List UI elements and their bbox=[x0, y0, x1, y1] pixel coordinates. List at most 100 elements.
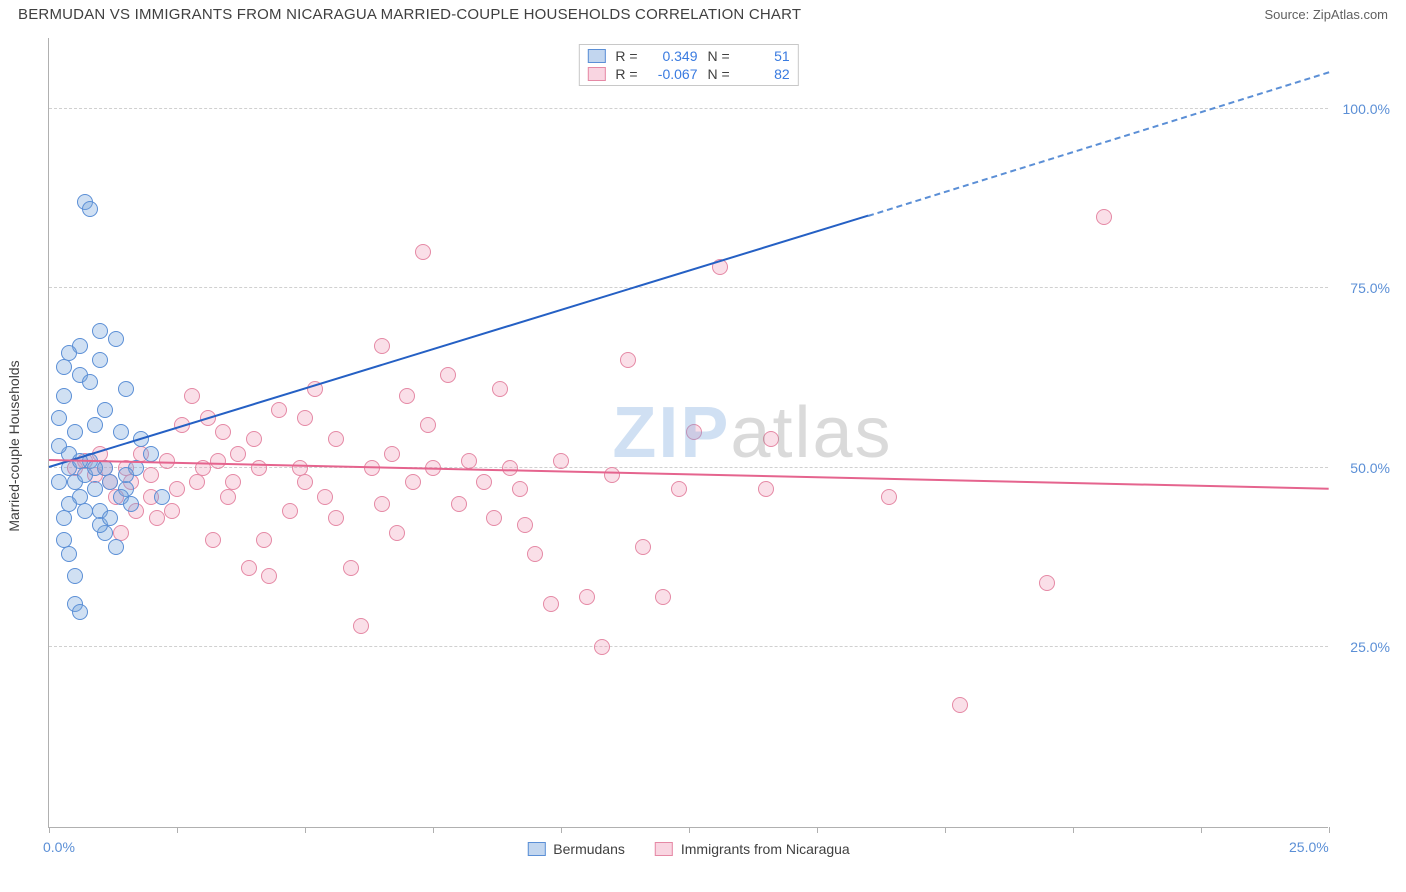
data-point bbox=[61, 345, 77, 361]
series-legend-item-a: Bermudans bbox=[527, 841, 625, 857]
data-point bbox=[881, 489, 897, 505]
swatch-nicaragua-icon bbox=[587, 67, 605, 81]
chart-title: BERMUDAN VS IMMIGRANTS FROM NICARAGUA MA… bbox=[18, 6, 801, 23]
x-tick-mark bbox=[689, 827, 690, 833]
x-tick-mark bbox=[945, 827, 946, 833]
x-tick-mark bbox=[561, 827, 562, 833]
data-point bbox=[374, 496, 390, 512]
n-value-b: 82 bbox=[740, 66, 790, 82]
y-axis-label: Married-couple Households bbox=[6, 360, 22, 531]
data-point bbox=[56, 510, 72, 526]
data-point bbox=[241, 560, 257, 576]
data-point bbox=[220, 489, 236, 505]
data-point bbox=[118, 381, 134, 397]
data-point bbox=[108, 539, 124, 555]
data-point bbox=[82, 201, 98, 217]
gridline bbox=[49, 646, 1328, 647]
watermark-atlas: atlas bbox=[730, 393, 892, 473]
data-point bbox=[374, 338, 390, 354]
gridline bbox=[49, 287, 1328, 288]
data-point bbox=[72, 604, 88, 620]
x-tick-mark bbox=[49, 827, 50, 833]
data-point bbox=[61, 496, 77, 512]
data-point bbox=[579, 589, 595, 605]
gridline bbox=[49, 467, 1328, 468]
data-point bbox=[297, 410, 313, 426]
x-tick-mark bbox=[177, 827, 178, 833]
data-point bbox=[102, 474, 118, 490]
data-point bbox=[461, 453, 477, 469]
data-point bbox=[149, 510, 165, 526]
data-point bbox=[256, 532, 272, 548]
data-point bbox=[118, 467, 134, 483]
data-point bbox=[405, 474, 421, 490]
y-tick-label: 75.0% bbox=[1350, 280, 1390, 296]
data-point bbox=[1039, 575, 1055, 591]
data-point bbox=[143, 467, 159, 483]
data-point bbox=[328, 510, 344, 526]
series-legend: Bermudans Immigrants from Nicaragua bbox=[527, 841, 849, 857]
data-point bbox=[671, 481, 687, 497]
r-label: R = bbox=[615, 66, 637, 82]
watermark: ZIPatlas bbox=[612, 392, 892, 474]
data-point bbox=[512, 481, 528, 497]
data-point bbox=[517, 517, 533, 533]
series-b-name: Immigrants from Nicaragua bbox=[681, 841, 850, 857]
data-point bbox=[184, 388, 200, 404]
data-point bbox=[758, 481, 774, 497]
data-point bbox=[246, 431, 262, 447]
data-point bbox=[169, 481, 185, 497]
x-tick-mark bbox=[1201, 827, 1202, 833]
trendline-a-dashed bbox=[868, 71, 1329, 217]
data-point bbox=[451, 496, 467, 512]
data-point bbox=[87, 481, 103, 497]
data-point bbox=[440, 367, 456, 383]
data-point bbox=[282, 503, 298, 519]
data-point bbox=[210, 453, 226, 469]
y-tick-label: 50.0% bbox=[1350, 460, 1390, 476]
data-point bbox=[215, 424, 231, 440]
data-point bbox=[952, 697, 968, 713]
data-point bbox=[655, 589, 671, 605]
data-point bbox=[230, 446, 246, 462]
watermark-zip: ZIP bbox=[612, 393, 730, 473]
data-point bbox=[604, 467, 620, 483]
series-legend-item-b: Immigrants from Nicaragua bbox=[655, 841, 850, 857]
correlation-legend-row-a: R = 0.349 N = 51 bbox=[585, 47, 791, 65]
data-point bbox=[92, 323, 108, 339]
data-point bbox=[113, 424, 129, 440]
data-point bbox=[328, 431, 344, 447]
data-point bbox=[399, 388, 415, 404]
chart-plot-area: ZIPatlas R = 0.349 N = 51 R = -0.067 N =… bbox=[48, 38, 1328, 828]
series-a-name: Bermudans bbox=[553, 841, 625, 857]
data-point bbox=[353, 618, 369, 634]
source-label: Source: ZipAtlas.com bbox=[1264, 7, 1388, 22]
data-point bbox=[205, 532, 221, 548]
data-point bbox=[123, 496, 139, 512]
data-point bbox=[154, 489, 170, 505]
data-point bbox=[486, 510, 502, 526]
data-point bbox=[553, 453, 569, 469]
gridline bbox=[49, 108, 1328, 109]
x-tick-label: 0.0% bbox=[43, 839, 75, 855]
data-point bbox=[492, 381, 508, 397]
data-point bbox=[102, 510, 118, 526]
data-point bbox=[51, 410, 67, 426]
trendline-a-solid bbox=[49, 215, 869, 468]
data-point bbox=[251, 460, 267, 476]
swatch-bermudans-icon bbox=[587, 49, 605, 63]
data-point bbox=[225, 474, 241, 490]
data-point bbox=[686, 424, 702, 440]
data-point bbox=[620, 352, 636, 368]
data-point bbox=[67, 568, 83, 584]
x-tick-mark bbox=[433, 827, 434, 833]
r-value-a: 0.349 bbox=[648, 48, 698, 64]
data-point bbox=[51, 474, 67, 490]
x-tick-mark bbox=[817, 827, 818, 833]
data-point bbox=[92, 352, 108, 368]
y-tick-label: 25.0% bbox=[1350, 639, 1390, 655]
data-point bbox=[317, 489, 333, 505]
data-point bbox=[763, 431, 779, 447]
trendline-b bbox=[49, 459, 1329, 490]
data-point bbox=[61, 546, 77, 562]
